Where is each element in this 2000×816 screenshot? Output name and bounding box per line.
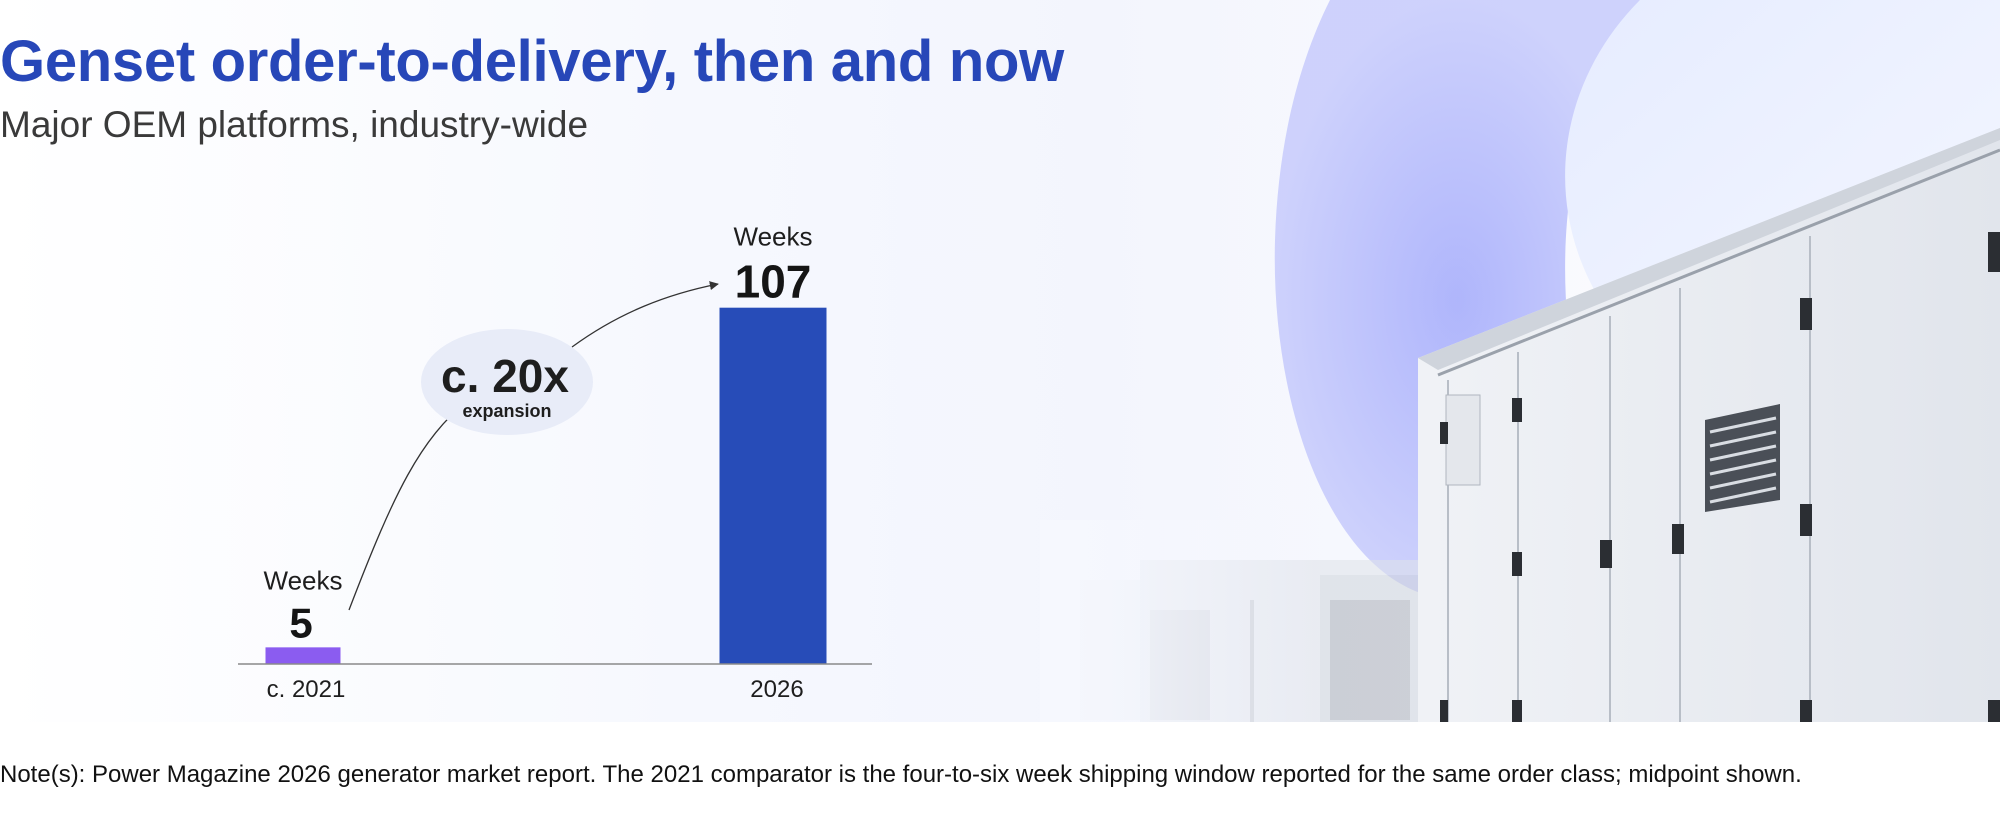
hero-background [0, 0, 2000, 722]
bar-unit-label-1: Weeks [264, 565, 343, 595]
bar-1 [265, 647, 341, 664]
x-tick-label-1: c. 2021 [267, 676, 346, 703]
bar-value-label-1: 5 [289, 599, 312, 646]
footnote: Note(s): Power Magazine 2026 generator m… [0, 761, 1802, 788]
page-title: Genset order-to-delivery, then and now [0, 29, 1064, 94]
bars-layer: 5 Weeks c. 2021 107 Weeks 2026 [264, 222, 827, 703]
generator-enclosure-illustration [1040, 0, 2000, 722]
bar-chart: 5 Weeks c. 2021 107 Weeks 2026 c. 20x expansi… [238, 222, 872, 703]
growth-multiple-label: c. 20x [441, 350, 569, 402]
bar-unit-label-2: Weeks [734, 222, 813, 252]
bar-2 [719, 307, 827, 664]
x-tick-label-2: 2026 [750, 676, 803, 703]
growth-bubble [421, 329, 593, 435]
page-subtitle: Major OEM platforms, industry-wide [0, 104, 589, 145]
bar-value-label-2: 107 [735, 256, 812, 308]
growth-caption-label: expansion [462, 401, 551, 421]
